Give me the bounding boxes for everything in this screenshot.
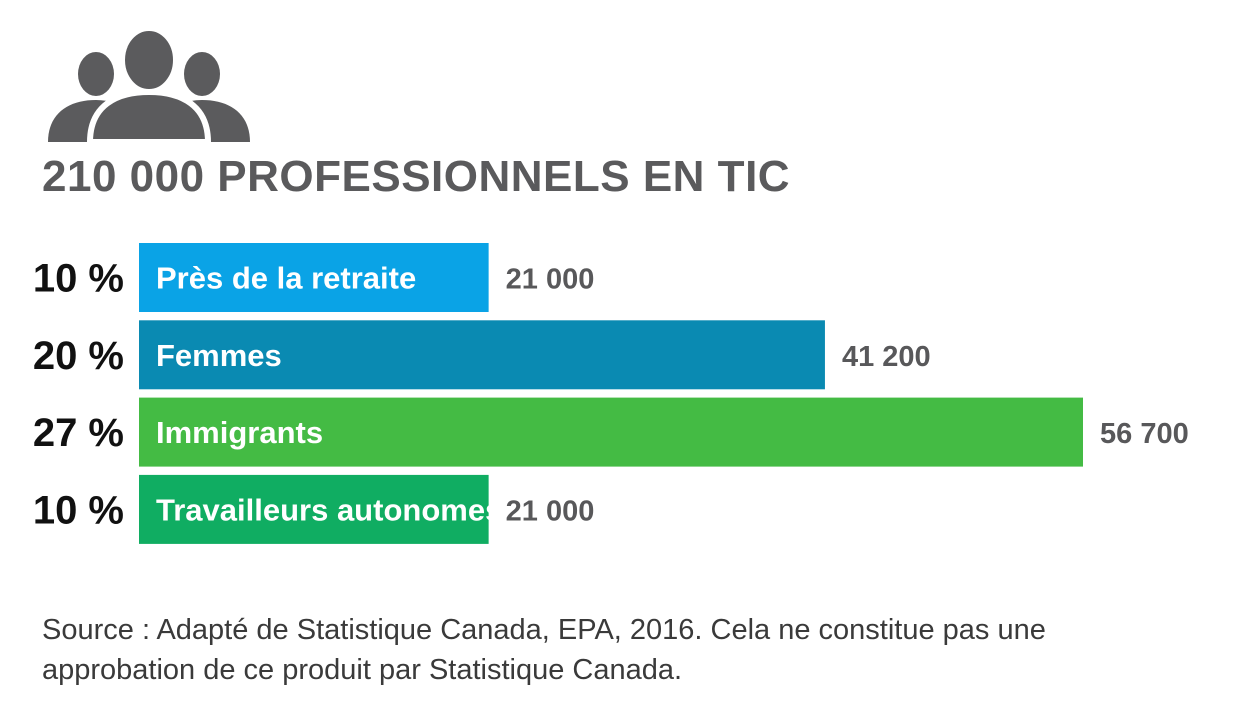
chart-title: 210 000 PROFESSIONNELS EN TIC — [42, 152, 791, 201]
value-label: 21 000 — [506, 495, 595, 527]
bar — [139, 243, 489, 312]
category-label: Femmes — [156, 338, 282, 373]
category-label: Immigrants — [156, 415, 323, 450]
category-label: Près de la retraite — [156, 261, 416, 296]
bar — [139, 397, 1083, 467]
value-label: 41 200 — [842, 341, 931, 373]
value-label: 21 000 — [506, 264, 595, 296]
category-label: Travailleurs autonomes — [156, 492, 502, 527]
percent-label: 27 % — [33, 411, 124, 455]
value-label: 56 700 — [1100, 418, 1189, 450]
percent-label: 10 % — [33, 488, 124, 532]
people-group-icon — [48, 30, 250, 142]
source-note: Source : Adapté de Statistique Canada, E… — [42, 614, 1046, 686]
bar — [139, 320, 825, 390]
percent-label: 20 % — [33, 334, 124, 378]
percent-label: 10 % — [33, 257, 124, 301]
bar — [139, 474, 489, 544]
